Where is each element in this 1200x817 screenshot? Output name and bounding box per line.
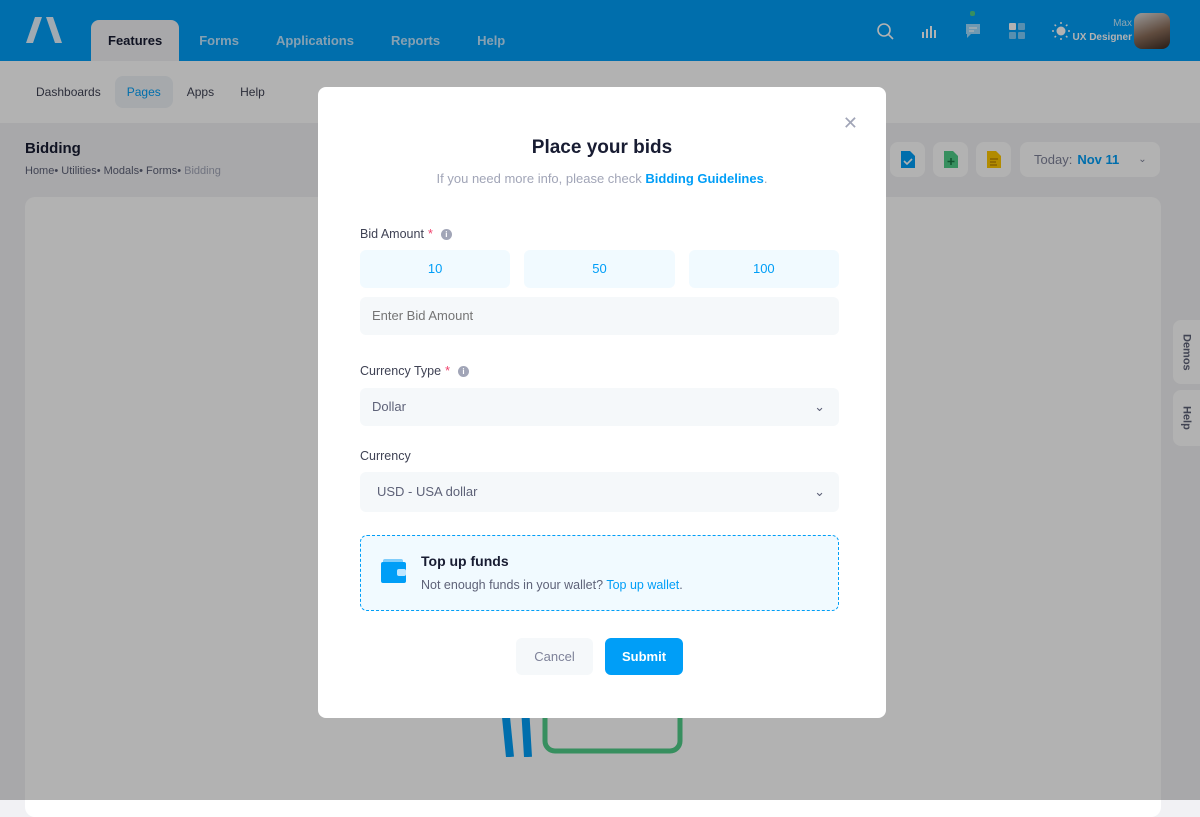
top-up-notice: Top up funds Not enough funds in your wa… [360,535,839,611]
breadcrumb-modals[interactable]: Modals [103,165,140,177]
nav-features[interactable]: Features [91,20,180,61]
currency-type-label: Currency Type * i [360,364,469,378]
nav-forms[interactable]: Forms [199,33,239,48]
breadcrumb-forms[interactable]: Forms [146,165,178,177]
select-value: Dollar [372,399,406,414]
required-mark: * [427,227,433,241]
bidding-guidelines-link[interactable]: Bidding Guidelines [645,171,764,186]
notice-text: Not enough funds in your wallet? Top up … [421,578,683,592]
page-title: Bidding [25,140,81,157]
file-check-button[interactable] [890,142,925,177]
subtitle-end: . [763,171,768,186]
subnav-pages[interactable]: Pages [114,76,173,108]
amount-option-50[interactable]: 50 [524,250,675,288]
logo[interactable] [26,17,62,43]
chevron-down-icon: ⌄ [814,399,825,414]
currency-type-select[interactable]: Dollar ⌄ [360,388,839,426]
file-text-icon [986,151,1001,168]
bid-amount-label: Bid Amount * i [360,227,452,241]
date-picker-button[interactable]: Today: Nov 11 ⌄ [1020,142,1160,177]
date-label: Today: [1034,152,1073,167]
amount-option-100[interactable]: 100 [688,250,839,288]
notice-body: Not enough funds in your wallet? [421,578,604,592]
chart-bars-icon[interactable] [916,18,942,44]
file-check-icon [900,151,915,168]
select-value: USD - USA dollar [377,484,478,499]
date-value: Nov 11 [1077,152,1120,167]
amount-option-10[interactable]: 10 [360,250,511,288]
file-text-button[interactable] [976,142,1011,177]
breadcrumb-utilities[interactable]: Utilities [61,165,97,177]
info-icon[interactable]: i [457,365,469,377]
search-icon[interactable] [872,18,898,44]
currency-label: Currency [360,449,411,463]
chevron-down-icon: ⌄ [814,484,825,499]
file-add-icon [943,151,958,168]
breadcrumb: Home• Utilities• Modals• Forms• Bidding [25,165,221,177]
top-up-wallet-link[interactable]: Top up wallet [606,578,680,592]
chevron-down-icon: ⌄ [1138,154,1147,165]
label-text: Currency [360,449,411,463]
breadcrumb-bidding: Bidding [184,165,221,177]
top-header: Features Forms Applications Reports Help… [0,0,1200,61]
chat-icon[interactable] [960,11,986,44]
notice-end: . [679,578,683,592]
nav-applications[interactable]: Applications [275,33,354,48]
currency-select[interactable]: USD - USA dollar ⌄ [360,472,839,512]
close-icon[interactable]: ✕ [842,113,858,133]
breadcrumb-home[interactable]: Home [25,165,55,177]
required-mark: * [445,364,450,378]
bid-amount-input[interactable] [360,297,839,335]
label-text: Currency Type [360,364,442,378]
nav-help[interactable]: Help [477,33,506,48]
modal-subtitle: If you need more info, please check Bidd… [318,171,886,186]
label-text: Bid Amount [360,227,424,241]
user-role: UX Designer [1072,32,1132,43]
wallet-icon [381,559,406,583]
cancel-button[interactable]: Cancel [516,638,593,675]
subnav-dashboards[interactable]: Dashboards [36,85,101,99]
subnav-apps[interactable]: Apps [186,85,215,99]
subnav-help[interactable]: Help [240,85,265,99]
grid-icon[interactable] [1004,18,1030,44]
bid-modal: ✕ Place your bids If you need more info,… [318,87,886,718]
avatar[interactable] [1134,13,1170,49]
help-tab[interactable]: Help [1173,390,1200,446]
notification-dot [970,11,975,16]
submit-button[interactable]: Submit [605,638,683,675]
main-nav: Features Forms Applications Reports Help [91,20,525,61]
user-info[interactable]: Max UX Designer [1073,17,1132,45]
nav-reports[interactable]: Reports [390,33,441,48]
subtitle-text: If you need more info, please check [436,171,642,186]
sun-icon[interactable] [1048,18,1074,44]
file-add-button[interactable] [933,142,968,177]
demos-tab[interactable]: Demos [1173,320,1200,384]
notice-title: Top up funds [421,553,509,569]
info-icon[interactable]: i [440,228,452,240]
user-name: Max [1113,18,1132,29]
modal-title: Place your bids [531,137,673,158]
